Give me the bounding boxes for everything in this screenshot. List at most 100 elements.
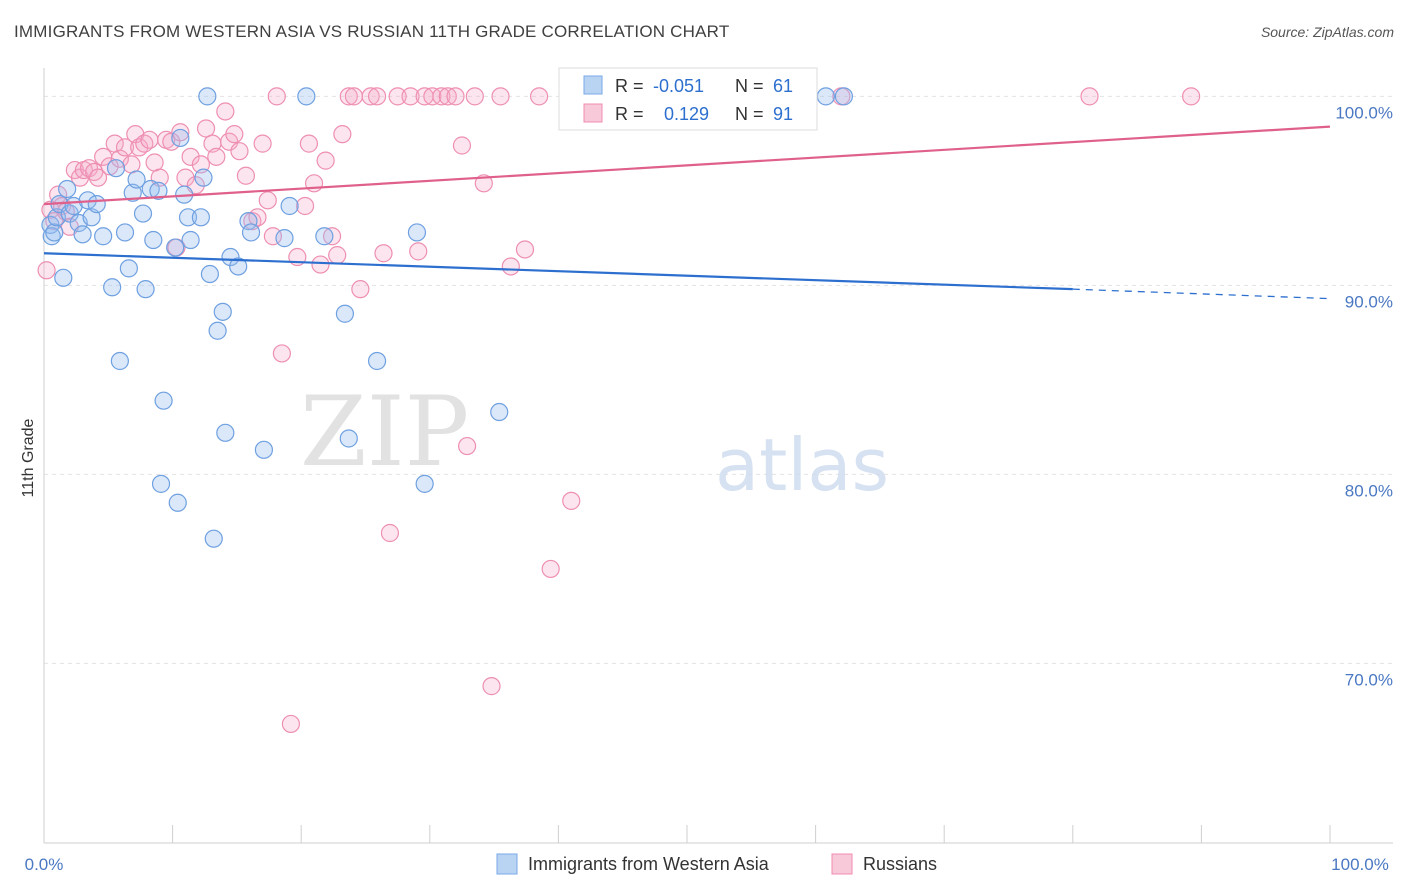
point-russians <box>432 87 451 106</box>
point-russians <box>88 168 108 187</box>
point-russians <box>1182 87 1201 106</box>
point-western-asia <box>171 128 190 148</box>
trend-line-western-asia <box>43 252 1073 291</box>
y-tick-label: 90.0% <box>1345 292 1393 311</box>
x-ticks <box>43 825 1331 843</box>
point-western-asia <box>208 321 227 340</box>
point-western-asia <box>275 229 294 248</box>
point-russians <box>515 240 535 259</box>
axes <box>43 68 1393 844</box>
point-russians <box>452 136 472 155</box>
point-western-asia <box>367 351 387 371</box>
stat-n-value-russians: 91 <box>773 104 793 124</box>
x-tick-label-min: 0.0% <box>25 855 64 874</box>
point-western-asia <box>87 194 106 214</box>
point-russians <box>295 196 315 216</box>
point-russians <box>122 155 141 174</box>
point-russians <box>361 87 380 106</box>
point-russians <box>171 123 190 142</box>
point-western-asia <box>94 227 113 246</box>
y-tick-label: 80.0% <box>1345 481 1393 500</box>
point-russians <box>409 242 428 261</box>
series-western-asia-points <box>41 87 853 548</box>
point-western-asia <box>151 474 171 493</box>
legend-swatch-western-asia <box>583 75 603 95</box>
legend-swatch-bottom-western-asia <box>496 853 518 875</box>
point-russians <box>236 166 256 185</box>
point-russians <box>281 714 301 734</box>
point-western-asia <box>213 302 232 321</box>
trend-lines <box>43 125 1331 300</box>
point-russians <box>115 138 135 157</box>
point-russians <box>145 153 164 172</box>
point-western-asia <box>133 204 153 223</box>
point-russians <box>263 227 283 246</box>
point-western-asia <box>221 247 240 267</box>
source-label: Source: ZipAtlas.com <box>1260 24 1394 40</box>
point-western-asia <box>241 223 261 242</box>
point-russians <box>562 491 581 510</box>
legend-label-western-asia: Immigrants from Western Asia <box>528 854 770 874</box>
point-russians <box>258 191 277 210</box>
point-western-asia <box>110 351 129 371</box>
y-tick-label: 70.0% <box>1345 670 1393 689</box>
point-western-asia <box>154 391 173 410</box>
point-western-asia <box>204 529 223 548</box>
stat-r-value-western-asia: -0.051 <box>653 76 704 96</box>
point-russians <box>339 87 358 106</box>
point-western-asia <box>339 429 358 448</box>
legend-swatch-bottom-russians <box>831 853 853 875</box>
point-russians <box>196 119 216 138</box>
point-russians <box>207 147 226 166</box>
point-western-asia <box>168 493 187 512</box>
point-western-asia <box>73 225 92 244</box>
point-russians <box>380 523 400 543</box>
stat-n-label-western-asia: N = <box>735 76 764 96</box>
point-russians <box>267 87 286 106</box>
point-western-asia <box>335 304 355 323</box>
point-western-asia <box>166 238 185 257</box>
point-russians <box>216 102 235 121</box>
point-western-asia <box>181 230 200 250</box>
stat-r-label-russians: R = <box>615 104 644 124</box>
watermark-zip: ZIP <box>300 376 469 488</box>
point-russians <box>374 244 393 263</box>
point-russians <box>248 208 267 227</box>
point-western-asia <box>239 212 258 231</box>
point-western-asia <box>149 181 168 200</box>
trend-line-western-asia-extension <box>1072 288 1331 300</box>
point-russians <box>1080 87 1099 106</box>
point-western-asia <box>106 159 126 178</box>
chart-title: IMMIGRANTS FROM WESTERN ASIA VS RUSSIAN … <box>14 22 730 41</box>
point-western-asia <box>216 423 235 442</box>
point-western-asia <box>127 170 146 189</box>
point-russians <box>446 87 465 106</box>
point-russians <box>530 87 549 106</box>
point-russians <box>191 155 210 174</box>
point-russians <box>333 125 352 144</box>
point-western-asia <box>415 474 434 493</box>
point-russians <box>230 142 249 161</box>
point-russians <box>367 87 387 106</box>
point-russians <box>541 559 560 579</box>
point-russians <box>299 134 319 153</box>
legend-label-russians: Russians <box>863 854 937 874</box>
point-russians <box>37 261 56 280</box>
point-western-asia <box>297 87 316 106</box>
point-western-asia <box>834 87 853 106</box>
stat-n-value-western-asia: 61 <box>773 76 793 96</box>
point-russians <box>272 344 292 363</box>
point-russians <box>181 147 200 166</box>
point-western-asia <box>280 196 299 216</box>
bottom-legend: Immigrants from Western Asia Russians <box>496 853 937 875</box>
point-russians <box>474 174 493 193</box>
point-russians <box>438 87 457 106</box>
y-axis-label: 11th Grade <box>20 418 37 497</box>
point-russians <box>41 200 60 219</box>
point-western-asia <box>194 168 213 187</box>
point-western-asia <box>407 223 427 242</box>
trend-line-russians <box>43 125 1331 206</box>
point-russians <box>482 677 501 696</box>
point-western-asia <box>58 179 77 199</box>
